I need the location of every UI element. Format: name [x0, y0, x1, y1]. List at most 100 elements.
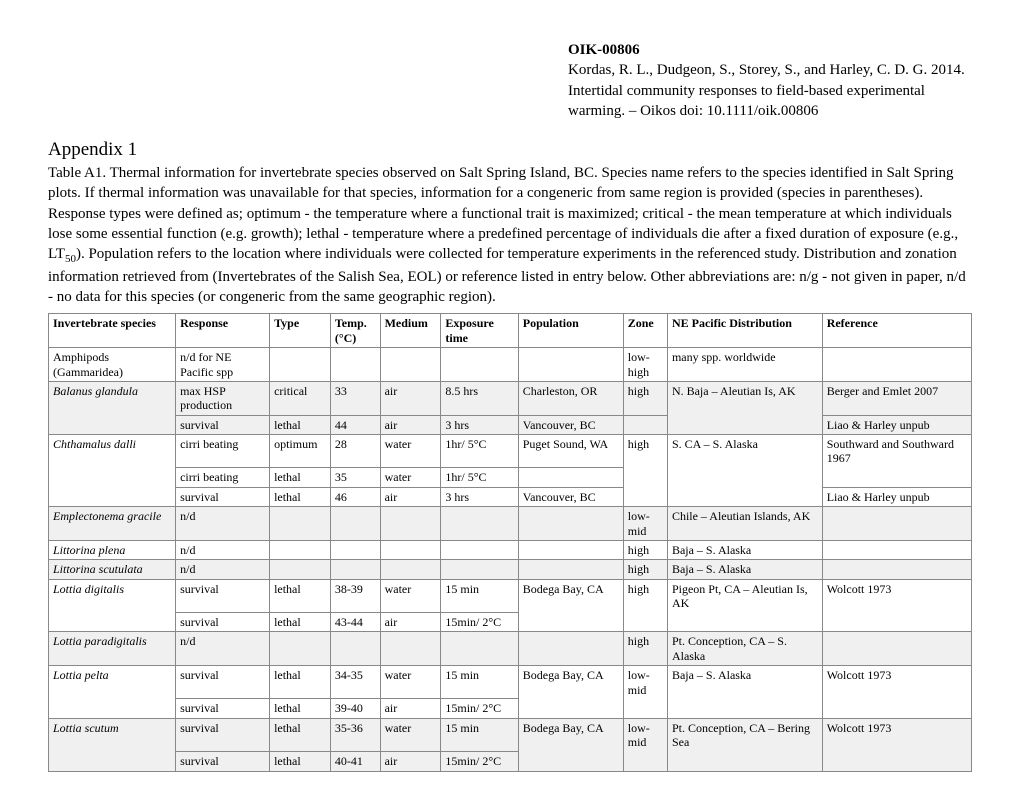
table-cell: Balanus glandula [49, 381, 176, 415]
table-cell [822, 560, 971, 579]
table-cell: survival [176, 579, 270, 612]
table-cell: 8.5 hrs [441, 381, 518, 415]
table-cell: air [380, 752, 441, 771]
table-row: cirri beatinglethal35water1hr/ 5°C [49, 468, 972, 487]
table-cell: Puget Sound, WA [518, 435, 623, 468]
table-cell: n/d [176, 632, 270, 666]
table-cell: air [380, 381, 441, 415]
table-cell: 15min/ 2°C [441, 752, 518, 771]
table-cell [270, 632, 331, 666]
table-cell: optimum [270, 435, 331, 468]
column-header: Medium [380, 314, 441, 348]
table-cell: air [380, 415, 441, 434]
table-cell: survival [176, 415, 270, 434]
column-header: NE Pacific Distribution [667, 314, 822, 348]
table-cell: Bodega Bay, CA [518, 579, 623, 612]
table-cell: Littorina scutulata [49, 560, 176, 579]
table-cell [623, 487, 667, 506]
table-cell [518, 507, 623, 541]
table-cell: water [380, 718, 441, 751]
table-cell: survival [176, 752, 270, 771]
table-caption: Table A1. Thermal information for invert… [48, 163, 972, 307]
table-cell: Pigeon Pt, CA – Aleutian Is, AK [667, 579, 822, 612]
table-cell: low-mid [623, 507, 667, 541]
table-cell: lethal [270, 487, 331, 506]
table-cell [330, 560, 380, 579]
table-cell: 38-39 [330, 579, 380, 612]
table-cell [667, 699, 822, 718]
table-row: Lottia paradigitalisn/dhighPt. Conceptio… [49, 632, 972, 666]
doc-citation: Kordas, R. L., Dudgeon, S., Storey, S., … [568, 60, 972, 121]
table-cell: 28 [330, 435, 380, 468]
table-cell: 34-35 [330, 666, 380, 699]
table-cell: Bodega Bay, CA [518, 718, 623, 751]
table-cell [822, 468, 971, 487]
table-cell [330, 632, 380, 666]
table-cell [441, 348, 518, 382]
table-cell: low-mid [623, 666, 667, 699]
table-cell: Amphipods (Gammaridea) [49, 348, 176, 382]
table-cell: 33 [330, 381, 380, 415]
table-cell: lethal [270, 579, 331, 612]
table-cell: air [380, 487, 441, 506]
table-cell: 3 hrs [441, 415, 518, 434]
table-row: Lottia peltasurvivallethal34-35water15 m… [49, 666, 972, 699]
table-cell: 40-41 [330, 752, 380, 771]
table-cell [380, 632, 441, 666]
caption-subscript: 50 [65, 253, 76, 265]
table-cell: Bodega Bay, CA [518, 666, 623, 699]
table-cell [822, 540, 971, 559]
table-cell [822, 752, 971, 771]
table-row: Chthamalus dallicirri beatingoptimum28wa… [49, 435, 972, 468]
table-cell: 35-36 [330, 718, 380, 751]
table-row: Amphipods (Gammaridea)n/d for NE Pacific… [49, 348, 972, 382]
table-cell: Wolcott 1973 [822, 666, 971, 699]
column-header: Zone [623, 314, 667, 348]
table-cell: max HSP production [176, 381, 270, 415]
table-cell [441, 560, 518, 579]
table-cell: 3 hrs [441, 487, 518, 506]
table-cell [441, 507, 518, 541]
table-cell: high [623, 560, 667, 579]
table-cell: lethal [270, 415, 331, 434]
table-cell: air [380, 699, 441, 718]
table-row: survivallethal39-40air15min/ 2°C [49, 699, 972, 718]
table-cell: Baja – S. Alaska [667, 666, 822, 699]
table-cell: critical [270, 381, 331, 415]
table-cell: Emplectonema gracile [49, 507, 176, 541]
table-cell: water [380, 666, 441, 699]
table-cell: cirri beating [176, 468, 270, 487]
table-cell [623, 699, 667, 718]
table-cell: 44 [330, 415, 380, 434]
table-cell [330, 540, 380, 559]
table-cell: Lottia scutum [49, 718, 176, 751]
table-cell [667, 415, 822, 434]
table-cell: Liao & Harley unpub [822, 487, 971, 506]
table-cell: low-mid [623, 718, 667, 751]
table-cell [518, 468, 623, 487]
table-cell [623, 468, 667, 487]
table-cell [330, 507, 380, 541]
table-cell: 15 min [441, 579, 518, 612]
citation-header: OIK-00806 Kordas, R. L., Dudgeon, S., St… [568, 40, 972, 121]
table-row: Balanus glandulamax HSP productioncritic… [49, 381, 972, 415]
table-cell: Liao & Harley unpub [822, 415, 971, 434]
table-cell [518, 752, 623, 771]
table-cell [822, 348, 971, 382]
table-cell: cirri beating [176, 435, 270, 468]
column-header: Response [176, 314, 270, 348]
table-cell [518, 632, 623, 666]
table-row: survivallethal43-44air15min/ 2°C [49, 612, 972, 631]
table-cell [822, 507, 971, 541]
table-cell: survival [176, 699, 270, 718]
table-cell: high [623, 540, 667, 559]
table-cell: high [623, 579, 667, 612]
table-cell [380, 560, 441, 579]
column-header: Type [270, 314, 331, 348]
table-cell [49, 468, 176, 487]
table-row: Lottia scutumsurvivallethal35-36water15 … [49, 718, 972, 751]
table-cell: lethal [270, 718, 331, 751]
table-cell [49, 612, 176, 631]
table-cell: high [623, 632, 667, 666]
table-cell: survival [176, 718, 270, 751]
